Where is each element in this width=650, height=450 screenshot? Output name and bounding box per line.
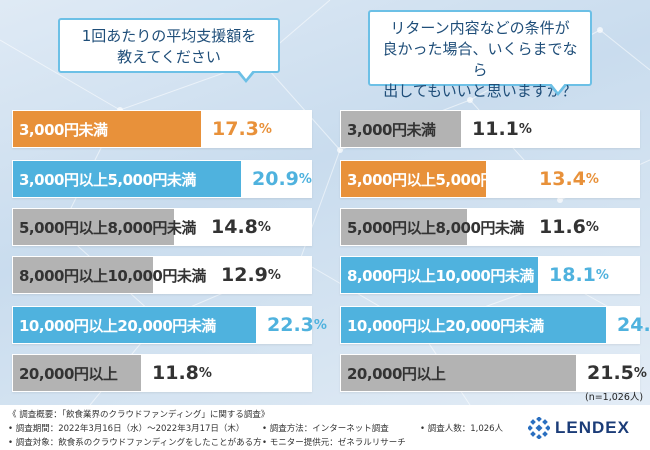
bar-value-label: 24.3% — [617, 314, 650, 336]
bar: 10,000円以上20,000円未満 — [12, 306, 257, 344]
bar: 10,000円以上20,000円未満 — [340, 306, 607, 344]
bar-category-label: 3,000円未満 — [347, 120, 436, 139]
bar: 8,000円以上10,000円未満 — [340, 256, 539, 294]
bar-row: 8,000円以上10,000円未満 18.1% — [340, 256, 640, 294]
left-question-line2: 教えてください — [117, 48, 221, 66]
bar-row: 10,000円以上20,000円未満 22.3% — [12, 306, 327, 344]
survey-monitor: • モニター提供元：ゼネラルリサーチ — [262, 438, 406, 448]
bar-category-label: 8,000円以上10,000円未満 — [19, 266, 206, 285]
bar: 3,000円以上5,000円未満 — [12, 160, 242, 198]
bar-category-label: 10,000円以上20,000円未満 — [19, 316, 216, 335]
bar: 5,000円以上8,000円未満 — [12, 208, 196, 246]
bar: 5,000円以上8,000円未満 — [340, 208, 524, 246]
bar-value-label: 11.1% — [472, 118, 532, 140]
bar-row: 5,000円以上8,000円未満 14.8% — [12, 208, 312, 246]
bar-category-label: 20,000円以上 — [19, 364, 118, 383]
bar-category-label: 10,000円以上20,000円未満 — [347, 316, 544, 335]
bar-row: 3,000円未満 17.3% — [12, 110, 312, 148]
bar-value-label: 14.8% — [211, 216, 271, 238]
bar: 8,000円以上10,000円未満 — [12, 256, 206, 294]
bar-category-label: 3,000円以上5,000円未満 — [347, 170, 524, 189]
bar-category-label: 3,000円未満 — [19, 120, 108, 139]
lendex-logo-text: LENDEX — [555, 418, 630, 437]
bar-row: 8,000円以上10,000円未満 12.9% — [12, 256, 312, 294]
bar-value-label: 12.9% — [221, 264, 281, 286]
survey-count: • 調査人数：1,026人 — [420, 424, 504, 434]
bar-row: 5,000円以上8,000円未満 11.6% — [340, 208, 640, 246]
bar: 3,000円未満 — [12, 110, 202, 148]
bar-value-label: 11.8% — [152, 362, 212, 384]
bar: 20,000円以上 — [12, 354, 142, 392]
bar-category-label: 3,000円以上5,000円未満 — [19, 170, 196, 189]
bar-value-label: 11.6% — [539, 216, 599, 238]
lendex-logo-icon — [528, 417, 550, 439]
bar-value-label: 13.4% — [539, 168, 599, 190]
bar-row: 10,000円以上20,000円未満 24.3% — [340, 306, 650, 344]
right-question-bubble: リターン内容などの条件が 良かった場合、いくらまでなら 出してもいいと思いますか… — [368, 10, 592, 100]
left-question-line1: 1回あたりの平均支援額を — [81, 27, 257, 45]
left-question-bubble: 1回あたりの平均支援額を 教えてください — [58, 18, 280, 83]
bar: 20,000円以上 — [340, 354, 577, 392]
bar-value-label: 22.3% — [267, 314, 327, 336]
bar-row: 3,000円以上5,000円未満 20.9% — [12, 160, 312, 198]
sample-size-note: (n=1,026人) — [585, 392, 644, 403]
bar-value-label: 18.1% — [549, 264, 609, 286]
survey-target: • 調査対象：飲食系のクラウドファンディングをしたことがある方 — [8, 438, 262, 448]
bar-row: 20,000円以上 11.8% — [12, 354, 312, 392]
bar-value-label: 17.3% — [212, 118, 272, 140]
bar-category-label: 5,000円以上8,000円未満 — [347, 218, 524, 237]
bar-value-label: 20.9% — [252, 168, 312, 190]
survey-period: • 調査期間：2022年3月16日（水）～2022年3月17日（木） — [8, 424, 245, 434]
survey-method: • 調査方法：インターネット調査 — [262, 424, 389, 434]
bar-category-label: 5,000円以上8,000円未満 — [19, 218, 196, 237]
bar-value-label: 21.5% — [587, 362, 647, 384]
bar-category-label: 8,000円以上10,000円未満 — [347, 266, 534, 285]
bar-row: 3,000円未満 11.1% — [340, 110, 640, 148]
bar-category-label: 20,000円以上 — [347, 364, 446, 383]
bar-row: 20,000円以上 21.5% — [340, 354, 647, 392]
lendex-logo: LENDEX — [528, 417, 630, 439]
bar-row: 3,000円以上5,000円未満 13.4% — [340, 160, 640, 198]
right-question-line1: リターン内容などの条件が — [390, 19, 570, 37]
bar: 3,000円未満 — [340, 110, 462, 148]
survey-title: 《 調査概要：「飲食業界のクラウドファンディング」に関する調査》 — [8, 410, 270, 420]
right-question-line2: 良かった場合、いくらまでなら — [382, 40, 578, 79]
bar: 3,000円以上5,000円未満 — [340, 160, 524, 198]
right-question-line3: 出してもいいと思いますか？ — [383, 82, 577, 100]
